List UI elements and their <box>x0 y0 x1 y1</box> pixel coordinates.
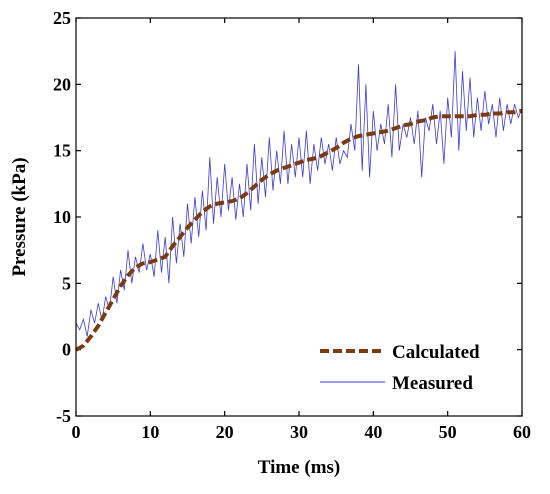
y-tick-label: 20 <box>53 74 71 94</box>
x-axis-title: Time (ms) <box>258 457 341 478</box>
legend-label-measured: Measured <box>392 373 473 394</box>
legend-label-calculated: Calculated <box>392 342 480 363</box>
x-tick-label: 20 <box>216 422 234 442</box>
x-tick-labels: 0 10 20 30 40 50 60 <box>72 422 532 442</box>
y-tick-label: -5 <box>56 406 71 426</box>
y-tick-label: 15 <box>53 141 71 161</box>
x-tick-label: 50 <box>439 422 457 442</box>
measured-series-line <box>75 51 523 337</box>
x-tick-label: 40 <box>364 422 382 442</box>
calculated-series-line <box>75 108 523 352</box>
legend: Calculated Measured <box>320 342 480 394</box>
plot-frame <box>75 17 523 417</box>
y-tick-label: 5 <box>62 273 71 293</box>
series-layer <box>75 51 523 352</box>
x-tick-label: 60 <box>513 422 531 442</box>
y-tick-label: 0 <box>62 340 71 360</box>
x-tick-label: 0 <box>72 422 81 442</box>
y-tick-label: 25 <box>53 8 71 28</box>
y-tick-label: 10 <box>53 207 71 227</box>
x-tick-label: 30 <box>290 422 308 442</box>
x-tick-label: 10 <box>141 422 159 442</box>
y-tick-labels: -5 0 5 10 15 20 25 <box>53 8 71 426</box>
y-axis-title: Pressure (kPa) <box>9 157 30 276</box>
